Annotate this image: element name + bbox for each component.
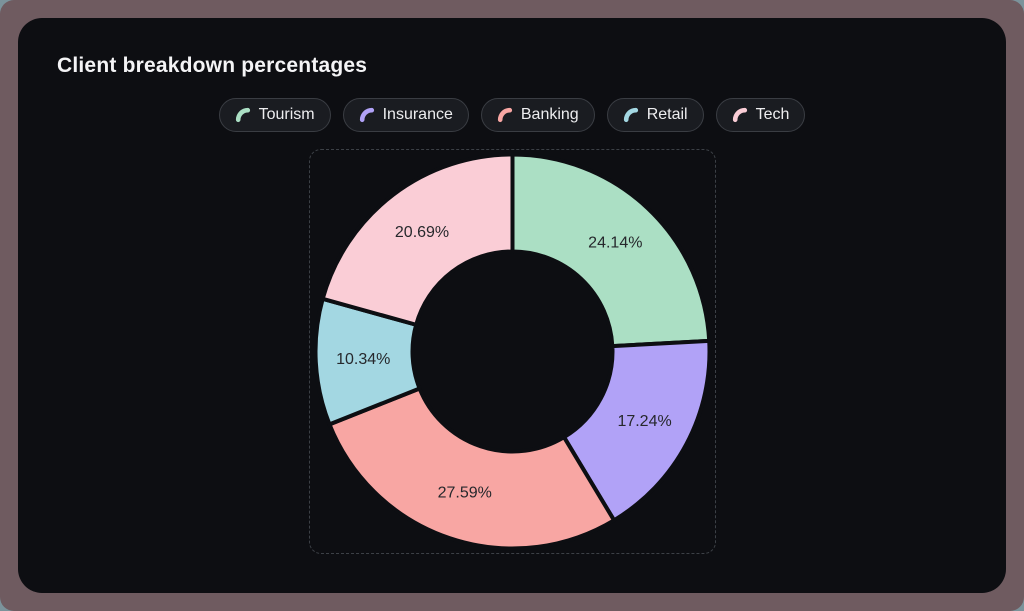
legend-chip-label: Banking — [520, 106, 579, 123]
donut-chart: 24.14%17.24%27.59%10.34%20.69% — [313, 152, 711, 551]
donut-slice-tourism[interactable] — [510, 152, 711, 349]
slice-arc-icon — [623, 107, 638, 123]
legend-chip-banking[interactable]: Banking — [480, 98, 595, 132]
slice-arc-icon — [235, 107, 250, 123]
slice-arc-icon — [732, 107, 747, 123]
legend-chip-tech[interactable]: Tech — [715, 98, 806, 132]
legend-chip-insurance[interactable]: Insurance — [342, 98, 469, 132]
chart-card: Client breakdown percentages Tourism Insu… — [18, 18, 1006, 593]
legend: Tourism Insurance Banking Retail Tech — [18, 98, 1006, 132]
legend-chip-retail[interactable]: Retail — [606, 98, 704, 132]
donut-slice-insurance[interactable] — [561, 338, 711, 523]
page-title: Client breakdown percentages — [57, 54, 368, 77]
chart-plot-area: 24.14% 17.24% 27.59% 10.34% 20.69% — [308, 149, 716, 554]
slice-arc-icon — [359, 107, 374, 123]
legend-chip-tourism[interactable]: Tourism — [218, 98, 331, 132]
legend-chip-label: Insurance — [382, 106, 453, 123]
donut-slice-tech[interactable] — [320, 152, 514, 327]
legend-chip-label: Tech — [755, 106, 790, 123]
donut-slice-banking[interactable] — [326, 386, 616, 551]
slice-arc-icon — [497, 107, 512, 123]
legend-chip-label: Tourism — [258, 106, 315, 123]
legend-chip-label: Retail — [646, 106, 688, 123]
